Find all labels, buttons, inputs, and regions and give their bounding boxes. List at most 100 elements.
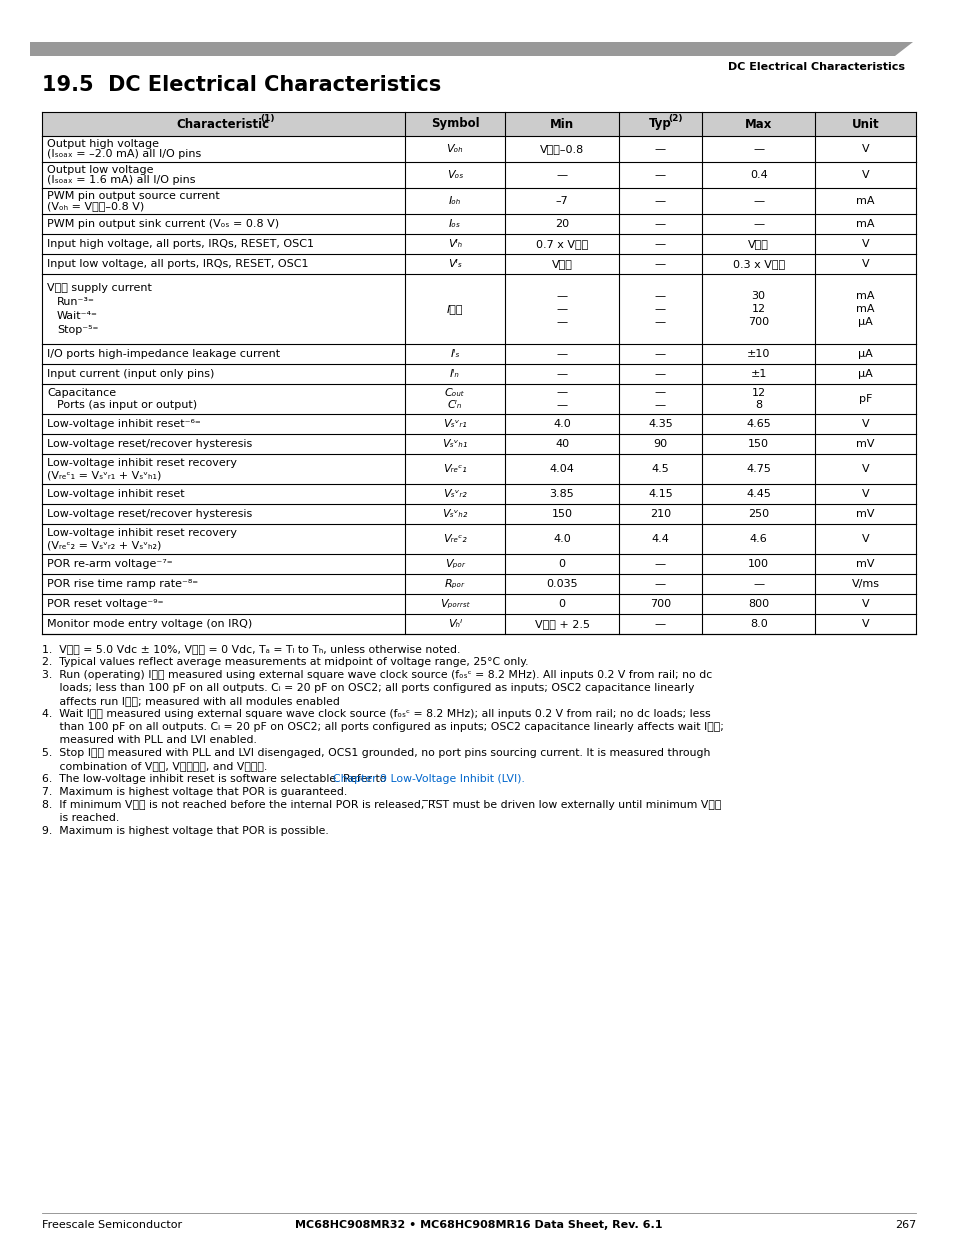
Text: —: —	[654, 559, 665, 569]
Text: (1): (1)	[259, 115, 274, 124]
Text: Low-voltage reset/recover hysteresis: Low-voltage reset/recover hysteresis	[47, 509, 252, 519]
Text: V: V	[861, 489, 868, 499]
Text: 100: 100	[747, 559, 768, 569]
Text: Output low voltage: Output low voltage	[47, 164, 153, 175]
Text: Typ: Typ	[648, 117, 671, 131]
Text: Vₕᴵ: Vₕᴵ	[447, 619, 461, 629]
Text: V₟₟–0.8: V₟₟–0.8	[539, 144, 583, 154]
Bar	[42, 484, 915, 504]
Text: —: —	[654, 259, 665, 269]
Text: 4.4: 4.4	[651, 534, 669, 543]
Text: Run⁻³⁼: Run⁻³⁼	[57, 296, 94, 308]
Text: 250: 250	[747, 509, 768, 519]
Text: mA: mA	[856, 196, 874, 206]
Text: Iₒₛ: Iₒₛ	[449, 219, 460, 228]
Text: 12: 12	[751, 388, 765, 398]
Text: —: —	[654, 317, 665, 327]
Text: Input current (input only pins): Input current (input only pins)	[47, 369, 214, 379]
Text: (2): (2)	[667, 115, 682, 124]
Text: 2.  Typical values reflect average measurements at midpoint of voltage range, 25: 2. Typical values reflect average measur…	[42, 657, 528, 667]
Bar	[42, 594, 915, 614]
Bar	[42, 433, 915, 454]
Bar	[42, 414, 915, 433]
Text: —: —	[752, 579, 763, 589]
Text: —: —	[654, 219, 665, 228]
Bar	[42, 524, 915, 555]
Text: POR reset voltage⁻⁹⁼: POR reset voltage⁻⁹⁼	[47, 599, 163, 609]
Text: 4.6: 4.6	[749, 534, 767, 543]
Text: 8.0: 8.0	[749, 619, 767, 629]
Text: 150: 150	[747, 438, 768, 450]
Text: 0.3 x V₟₟: 0.3 x V₟₟	[732, 259, 784, 269]
Text: V: V	[861, 464, 868, 474]
Text: PWM pin output source current: PWM pin output source current	[47, 190, 219, 201]
Text: (Vᵣₑᶜ₁ = Vₛᵛᵣ₁ + Vₛᵛₕ₁): (Vᵣₑᶜ₁ = Vₛᵛᵣ₁ + Vₛᵛₕ₁)	[47, 471, 161, 480]
Text: —: —	[752, 196, 763, 206]
Bar	[42, 574, 915, 594]
Text: POR re-arm voltage⁻⁷⁼: POR re-arm voltage⁻⁷⁼	[47, 559, 172, 569]
Text: —: —	[654, 619, 665, 629]
Text: combination of V₟₟, V₟₟₟₟, and V₟₟₟.: combination of V₟₟, V₟₟₟₟, and V₟₟₟.	[42, 761, 267, 771]
Text: Min: Min	[549, 117, 574, 131]
Text: 1.  V₟₟ = 5.0 Vdc ± 10%, V₟₟ = 0 Vdc, Tₐ = Tₗ to Tₕ, unless otherwise noted.: 1. V₟₟ = 5.0 Vdc ± 10%, V₟₟ = 0 Vdc, Tₐ …	[42, 643, 460, 655]
Polygon shape	[30, 42, 912, 56]
Text: 90: 90	[653, 438, 667, 450]
Text: 0: 0	[558, 599, 565, 609]
Text: mV: mV	[856, 509, 874, 519]
Bar	[42, 504, 915, 524]
Text: V: V	[861, 170, 868, 180]
Text: V: V	[861, 259, 868, 269]
Text: measured with PLL and LVI enabled.: measured with PLL and LVI enabled.	[42, 735, 256, 745]
Bar	[42, 254, 915, 274]
Text: 800: 800	[747, 599, 768, 609]
Text: μA: μA	[858, 350, 872, 359]
Text: Low-voltage inhibit reset⁻⁶⁼: Low-voltage inhibit reset⁻⁶⁼	[47, 419, 200, 429]
Text: V₟₟ supply current: V₟₟ supply current	[47, 283, 152, 293]
Text: 5.  Stop I₟₟ measured with PLL and LVI disengaged, OCS1 grounded, no port pins s: 5. Stop I₟₟ measured with PLL and LVI di…	[42, 748, 710, 758]
Text: —: —	[654, 240, 665, 249]
Text: 40: 40	[555, 438, 569, 450]
Text: Low-voltage inhibit reset recovery: Low-voltage inhibit reset recovery	[47, 529, 236, 538]
Text: —: —	[654, 579, 665, 589]
Text: 700: 700	[747, 317, 768, 327]
Text: 4.5: 4.5	[651, 464, 668, 474]
Text: 7.  Maximum is highest voltage that POR is guaranteed.: 7. Maximum is highest voltage that POR i…	[42, 787, 347, 797]
Text: 0.7 x V₟₟: 0.7 x V₟₟	[536, 240, 588, 249]
Text: 20: 20	[555, 219, 569, 228]
Text: affects run I₟₟; measured with all modules enabled: affects run I₟₟; measured with all modul…	[42, 697, 339, 706]
Text: 9.  Maximum is highest voltage that POR is possible.: 9. Maximum is highest voltage that POR i…	[42, 826, 329, 836]
Text: Vₛᵛᵣ₂: Vₛᵛᵣ₂	[442, 489, 466, 499]
Text: —: —	[654, 369, 665, 379]
Text: Iₒₕ: Iₒₕ	[448, 196, 460, 206]
Text: Rₚₒᵣ: Rₚₒᵣ	[444, 579, 464, 589]
Text: Max: Max	[744, 117, 772, 131]
Text: Cᴵₙ: Cᴵₙ	[447, 400, 461, 410]
Text: PWM pin output sink current (Vₒₛ = 0.8 V): PWM pin output sink current (Vₒₛ = 0.8 V…	[47, 219, 279, 228]
Text: 4.0: 4.0	[553, 419, 570, 429]
Text: Ports (as input or output): Ports (as input or output)	[57, 400, 197, 410]
Text: Input high voltage, all ports, IRQs, RESET, OSC1: Input high voltage, all ports, IRQs, RES…	[47, 240, 314, 249]
Text: Capacitance: Capacitance	[47, 388, 116, 398]
Text: 0.4: 0.4	[749, 170, 767, 180]
Text: Stop⁻⁵⁼: Stop⁻⁵⁼	[57, 325, 98, 335]
Text: than 100 pF on all outputs. Cₗ = 20 pF on OSC2; all ports configured as inputs; : than 100 pF on all outputs. Cₗ = 20 pF o…	[42, 722, 723, 732]
Text: DC Electrical Characteristics: DC Electrical Characteristics	[727, 62, 904, 72]
Bar	[42, 112, 915, 136]
Text: Low-voltage inhibit reset: Low-voltage inhibit reset	[47, 489, 185, 499]
Text: Vₒₕ: Vₒₕ	[446, 144, 463, 154]
Text: (Vₒₕ = V₟₟–0.8 V): (Vₒₕ = V₟₟–0.8 V)	[47, 201, 144, 211]
Text: V₟₟: V₟₟	[551, 259, 572, 269]
Text: (Iₛₒₐₓ = 1.6 mA) all I/O pins: (Iₛₒₐₓ = 1.6 mA) all I/O pins	[47, 175, 195, 185]
Text: —: —	[556, 170, 567, 180]
Text: I₟₟: I₟₟	[446, 304, 463, 314]
Bar	[42, 274, 915, 345]
Text: ±1: ±1	[750, 369, 766, 379]
Text: V/ms: V/ms	[851, 579, 879, 589]
Text: V: V	[861, 144, 868, 154]
Text: —: —	[654, 291, 665, 301]
Text: 8: 8	[755, 400, 761, 410]
Text: mV: mV	[856, 559, 874, 569]
Text: (Vᵣₑᶜ₂ = Vₛᵛᵣ₂ + Vₛᵛₕ₂): (Vᵣₑᶜ₂ = Vₛᵛᵣ₂ + Vₛᵛₕ₂)	[47, 540, 161, 550]
Text: ±10: ±10	[746, 350, 770, 359]
Text: mA: mA	[856, 291, 874, 301]
